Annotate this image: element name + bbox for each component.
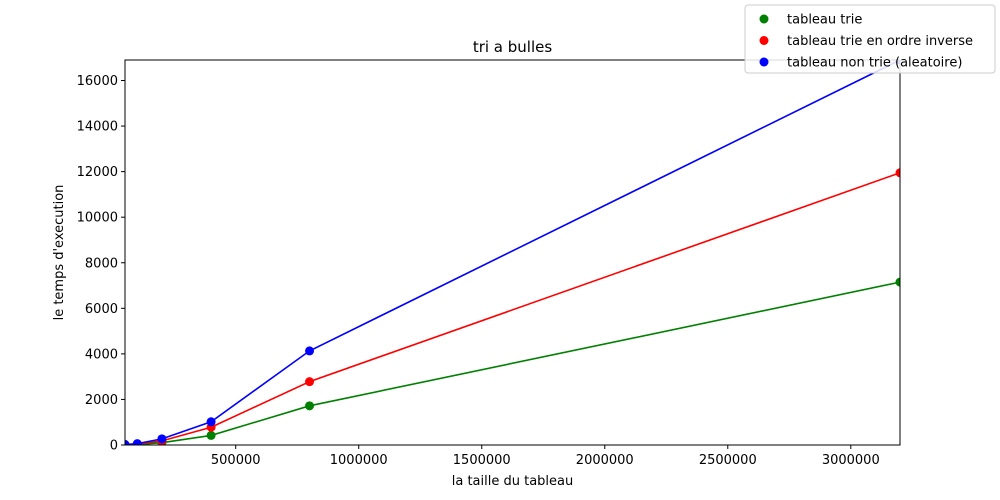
x-tick-label: 500000 bbox=[211, 453, 261, 468]
legend-box bbox=[744, 4, 996, 74]
chart-title: tri a bulles bbox=[473, 38, 553, 56]
data-point-series-3 bbox=[206, 417, 216, 427]
plot-frame bbox=[124, 59, 901, 446]
data-point-series-3 bbox=[132, 439, 142, 445]
y-axis: 0 2000 4000 6000 8000 10000 12000 14000 16000 bbox=[77, 74, 125, 454]
y-tick-label: 4000 bbox=[85, 347, 118, 362]
y-tick-label: 0 bbox=[110, 439, 118, 454]
x-axis: 500000 1000000 1500000 2000000 2500000 300000… bbox=[211, 445, 880, 468]
series-line-2 bbox=[125, 172, 900, 445]
y-tick-label: 10000 bbox=[77, 211, 118, 226]
data-point-series-2 bbox=[305, 377, 315, 387]
legend: tableau trie tableau trie en ordre invers… bbox=[744, 4, 996, 74]
legend-marker bbox=[759, 57, 769, 67]
data-point-series-2 bbox=[895, 168, 900, 178]
data-point-series-1 bbox=[895, 277, 900, 287]
legend-marker bbox=[759, 14, 769, 24]
y-tick-label: 14000 bbox=[77, 120, 118, 135]
x-tick-label: 2500000 bbox=[699, 453, 757, 468]
data-point-series-3 bbox=[305, 346, 315, 356]
y-axis-title: le temps d'execution bbox=[52, 185, 67, 321]
legend-marker bbox=[759, 36, 769, 45]
data-point-series-1 bbox=[206, 430, 216, 440]
y-tick-label: 16000 bbox=[77, 74, 118, 89]
series-line-1 bbox=[125, 281, 900, 445]
legend-label: tableau non trie (aleatoire) bbox=[787, 56, 962, 71]
legend-label: tableau trie bbox=[787, 13, 862, 28]
y-tick-label: 12000 bbox=[77, 165, 118, 180]
plot-area bbox=[125, 60, 900, 445]
series-line-3 bbox=[125, 60, 900, 445]
x-tick-label: 3000000 bbox=[822, 453, 880, 468]
data-point-series-3 bbox=[157, 434, 167, 444]
x-tick-label: 1500000 bbox=[453, 453, 511, 468]
data-point-series-3 bbox=[125, 440, 130, 445]
data-point-series-1 bbox=[305, 401, 315, 411]
x-tick-label: 1000000 bbox=[330, 453, 388, 468]
y-tick-label: 6000 bbox=[85, 302, 118, 317]
y-tick-label: 2000 bbox=[85, 393, 118, 408]
x-axis-title: la taille du tableau bbox=[452, 474, 574, 489]
legend-label: tableau trie en ordre inverse bbox=[787, 34, 973, 49]
y-tick-label: 8000 bbox=[85, 256, 118, 271]
x-tick-label: 2000000 bbox=[576, 453, 634, 468]
